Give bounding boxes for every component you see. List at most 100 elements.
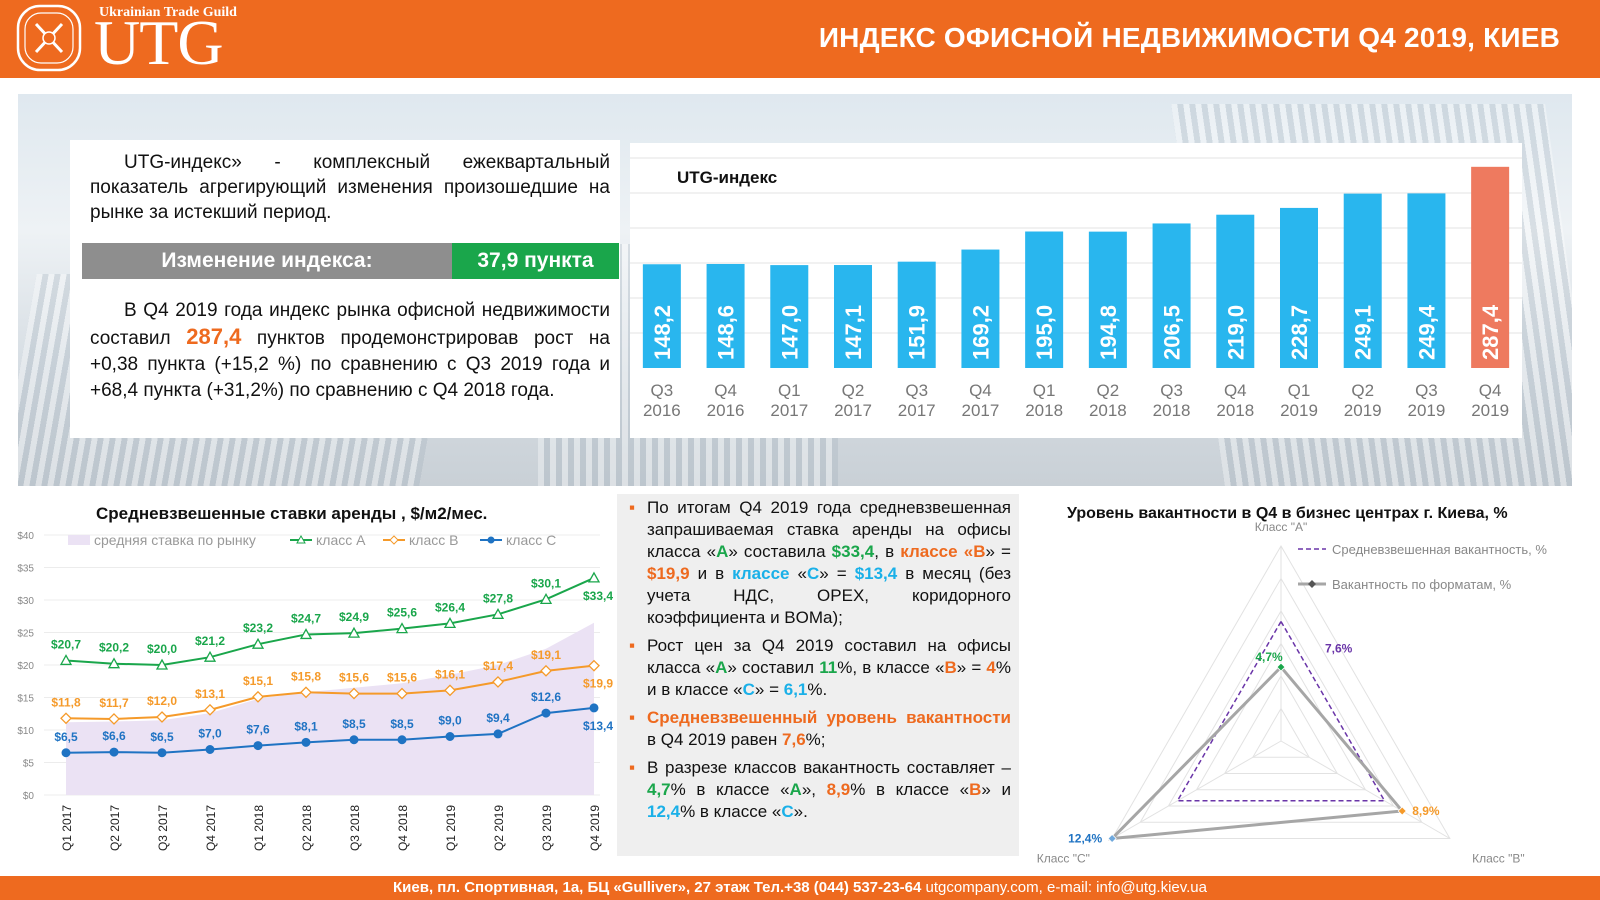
header-bar: Ukrainian Trade Guild UTG ИНДЕКС ОФИСНОЙ… xyxy=(0,0,1600,78)
radar-point xyxy=(1107,833,1117,844)
radar-value-label: 8,9% xyxy=(1412,804,1440,818)
data-label: $19,9 xyxy=(583,677,613,691)
index-bar xyxy=(642,264,681,368)
data-point xyxy=(204,703,216,716)
x-tick-label: 2017 xyxy=(770,401,808,420)
data-point xyxy=(299,628,313,640)
data-label: $15,6 xyxy=(387,671,417,685)
index-summary: В Q4 2019 года индекс рынка офисной недв… xyxy=(90,298,610,404)
data-point xyxy=(157,748,167,758)
data-label: $15,1 xyxy=(243,674,273,688)
radar-grid xyxy=(1167,610,1395,807)
bar-value-label: 206,5 xyxy=(1160,305,1185,360)
data-point xyxy=(395,622,409,634)
radar-grid xyxy=(1111,544,1451,839)
data-point xyxy=(445,732,455,741)
y-tick-label: $10 xyxy=(17,726,34,737)
data-label: $9,4 xyxy=(486,711,510,725)
data-label: $33,4 xyxy=(583,589,613,603)
x-tick-label: Q2 xyxy=(1097,381,1120,400)
index-bar xyxy=(897,261,936,368)
key-findings-panel: По итогам Q4 2019 года средневзвешенная … xyxy=(617,494,1019,856)
data-label: $24,9 xyxy=(339,610,369,624)
x-tick-label: 2018 xyxy=(1025,401,1063,420)
bullet-avg-vacancy: Средневзвешенный уровень вакантности в Q… xyxy=(629,707,1011,751)
x-tick-label: Q4 xyxy=(714,381,737,400)
index-bar xyxy=(706,263,745,368)
index-bar xyxy=(770,265,809,368)
x-tick-label: 2018 xyxy=(1216,401,1254,420)
radar-axis xyxy=(1111,740,1282,839)
y-tick-label: $40 xyxy=(17,531,34,542)
guild-seal-icon xyxy=(16,4,82,72)
bar-value-label: 228,7 xyxy=(1287,305,1312,360)
rent-chart-title: Средневзвешенные ставки аренды , $/м2/ме… xyxy=(96,504,488,523)
index-bar xyxy=(1343,193,1382,368)
data-point xyxy=(349,735,359,745)
y-tick-label: $15 xyxy=(17,694,34,705)
x-tick-label: Q1 xyxy=(778,381,801,400)
legend-marker xyxy=(1308,580,1316,588)
radar-grid xyxy=(1223,675,1339,774)
bar-value-label: 148,2 xyxy=(650,305,675,360)
data-label: $20,0 xyxy=(147,642,177,656)
data-point xyxy=(205,745,215,754)
radar-avg-label: 7,6% xyxy=(1325,641,1353,655)
index-change-bar: Изменение индекса: 37,9 пункта xyxy=(82,243,619,279)
footer-address: Киев, пл. Спортивная, 1а, БЦ «Gulliver»,… xyxy=(393,879,926,896)
data-label: $17,4 xyxy=(483,659,513,673)
legend-marker xyxy=(389,535,399,545)
radar-axis-label: Класс "С" xyxy=(1037,852,1090,866)
data-label: $9,0 xyxy=(438,714,462,728)
data-point xyxy=(587,571,601,583)
bar-value-label: 219,0 xyxy=(1223,305,1248,360)
footer-web-email[interactable]: utgcompany.com, e-mail: info@utg.kiev.ua xyxy=(925,879,1207,896)
x-tick-label: 2019 xyxy=(1408,401,1446,420)
x-tick-label: Q1 xyxy=(1288,381,1311,400)
bullet-rent-rates: По итогам Q4 2019 года средневзвешенная … xyxy=(629,497,1011,629)
utg-logo[interactable]: Ukrainian Trade Guild UTG xyxy=(14,4,237,78)
data-label: $8,1 xyxy=(294,719,318,733)
index-bar xyxy=(1216,214,1255,368)
data-label: $30,1 xyxy=(531,576,561,590)
bar-value-label: 169,2 xyxy=(968,305,993,360)
x-tick-label: Q3 2017 xyxy=(156,805,170,851)
data-label: $24,7 xyxy=(291,611,321,625)
x-tick-label: 2018 xyxy=(1089,401,1127,420)
x-tick-label: Q4 2017 xyxy=(204,805,218,851)
index-change-value: 37,9 пункта xyxy=(452,243,619,279)
data-label: $26,4 xyxy=(435,600,465,614)
x-tick-label: Q4 xyxy=(969,381,992,400)
data-label: $25,6 xyxy=(387,606,417,620)
data-point xyxy=(540,664,552,677)
x-tick-label: 2017 xyxy=(834,401,872,420)
bar-value-label: 249,1 xyxy=(1351,305,1376,360)
data-label: $12,6 xyxy=(531,690,561,704)
radar-axis-label: Класс "В" xyxy=(1472,852,1525,866)
legend-label: средняя ставка по рынку xyxy=(94,532,256,548)
intro-text: UTG-индекс» - комплексный ежеквартальный… xyxy=(90,152,610,223)
index-chart-title: UTG-индекс xyxy=(677,168,778,187)
index-bar xyxy=(1025,231,1064,368)
index-change-label: Изменение индекса: xyxy=(82,243,452,279)
data-label: $21,2 xyxy=(195,634,225,648)
x-tick-label: Q1 2019 xyxy=(444,805,458,851)
data-point xyxy=(300,686,312,699)
vacancy-chart-title: Уровень вакантности в Q4 в бизнес центра… xyxy=(1067,505,1508,522)
data-point xyxy=(491,607,505,619)
index-bar-chart: 148,2Q32016148,6Q42016147,0Q12017147,1Q2… xyxy=(630,157,1522,420)
data-label: $15,6 xyxy=(339,671,369,685)
data-label: $8,5 xyxy=(390,717,414,731)
y-tick-label: $35 xyxy=(17,564,34,575)
bar-value-label: 148,6 xyxy=(714,305,739,360)
index-bar xyxy=(1280,207,1318,368)
radar-point xyxy=(1276,662,1286,672)
data-point xyxy=(251,637,265,649)
rent-line-chart: $0 $5 $10 $15 $20 $25 $30 $35 $40 $20,7 $20,2 $20,0… xyxy=(17,531,613,851)
legend-swatch xyxy=(68,535,90,545)
data-point xyxy=(444,684,456,697)
data-point xyxy=(59,654,73,666)
x-tick-label: 2019 xyxy=(1471,401,1509,420)
data-label: $7,6 xyxy=(246,723,270,737)
legend-label: Вакантность по форматам, % xyxy=(1332,577,1512,592)
